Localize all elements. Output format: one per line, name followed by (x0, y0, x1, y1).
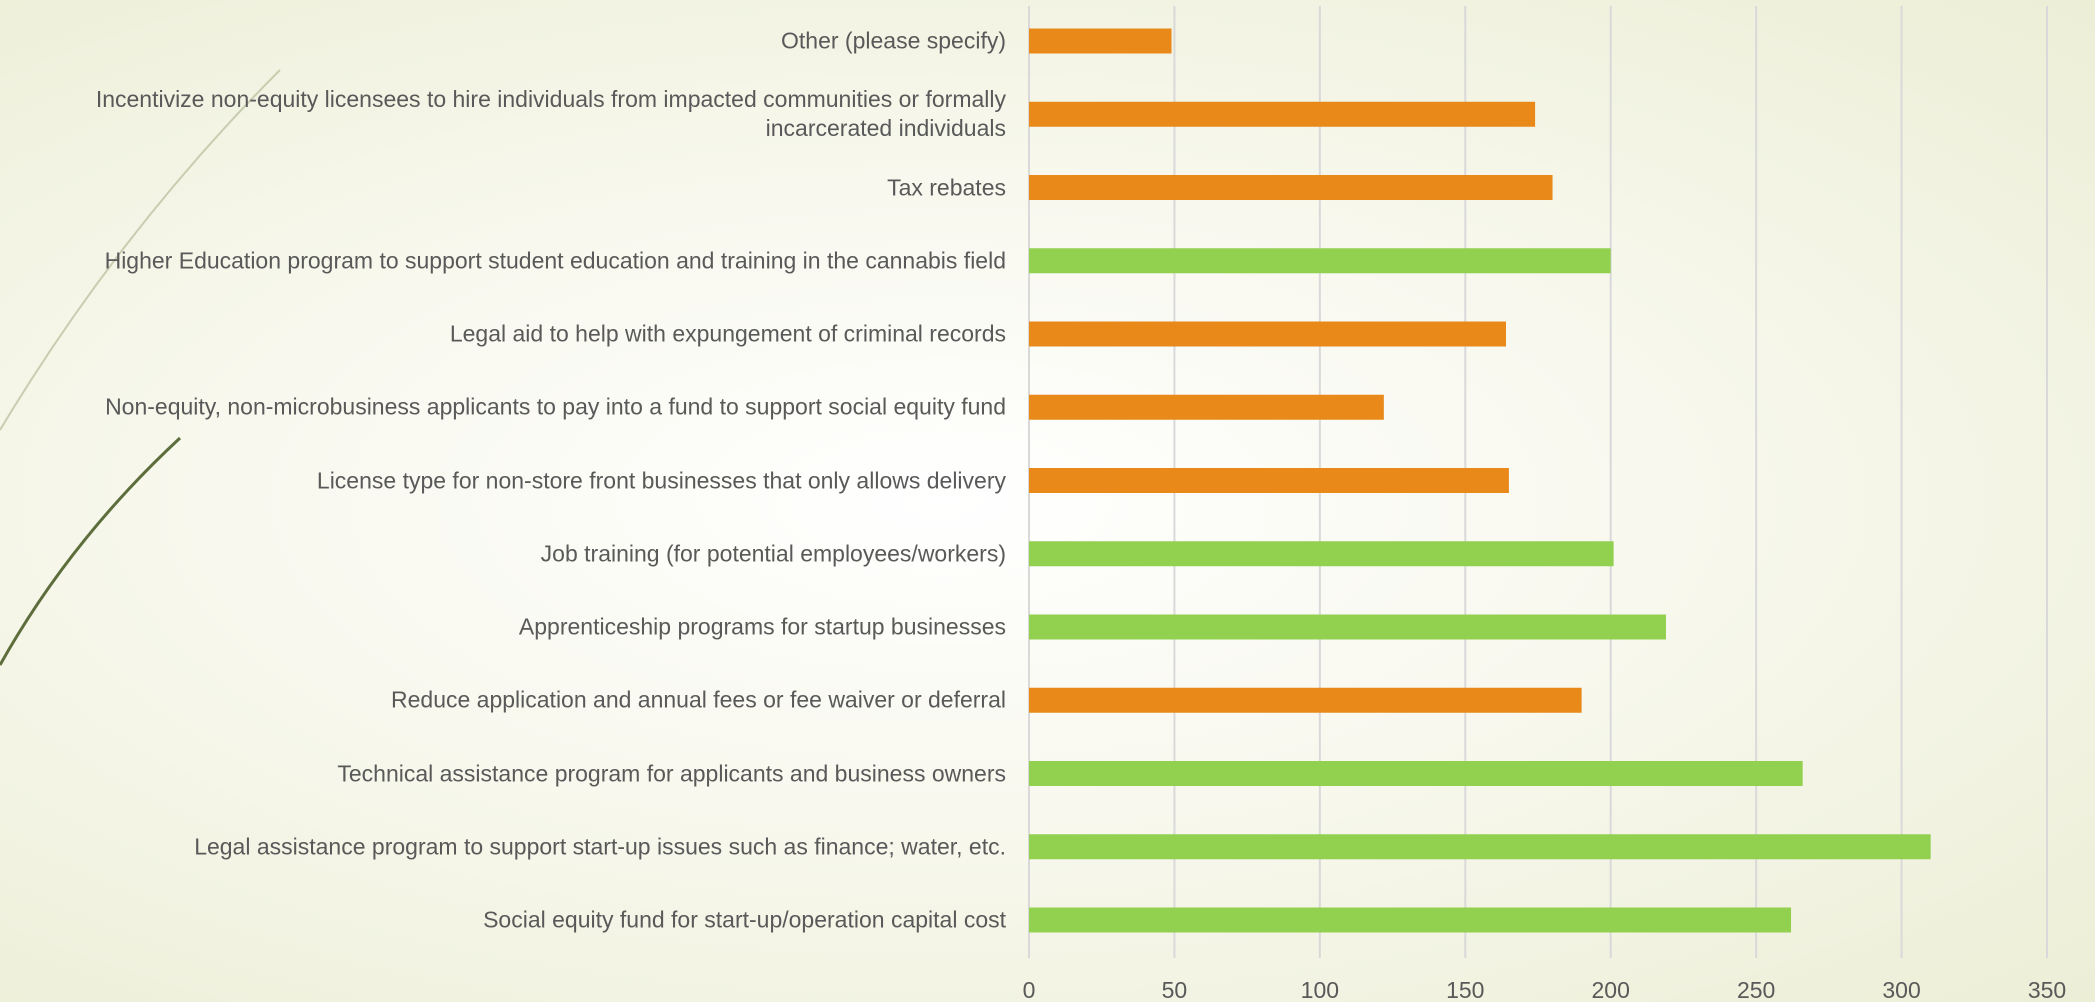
bar (1029, 614, 1666, 640)
bar (1029, 101, 1536, 127)
bar (1029, 761, 1803, 786)
category-label: Higher Education program to support stud… (104, 247, 1006, 274)
x-tick-label: 250 (1737, 977, 1775, 1002)
category-label: Reduce application and annual fees or fe… (391, 686, 1006, 713)
category-label: License type for non-store front busines… (316, 467, 1006, 493)
bar (1029, 687, 1582, 713)
category-label: Technical assistance program for applica… (337, 760, 1006, 786)
category-label: Legal assistance program to support star… (194, 833, 1006, 860)
decor-curve (0, 69, 281, 431)
x-tick-label: 0 (1023, 977, 1036, 1002)
bar (1029, 468, 1509, 493)
bar (1029, 907, 1792, 933)
x-tick-label: 150 (1446, 977, 1484, 1002)
category-label: Incentivize non-equity licensees to hire… (95, 86, 1006, 142)
category-label: Non-equity, non-microbusiness applicants… (105, 393, 1006, 420)
x-tick-label: 100 (1301, 977, 1339, 1002)
category-label: Social equity fund for start-up/operatio… (483, 906, 1006, 933)
x-tick-label: 50 (1162, 977, 1188, 1002)
bar (1029, 28, 1172, 54)
x-tick-label: 350 (2028, 977, 2066, 1002)
bar (1029, 541, 1614, 567)
bar (1029, 834, 1931, 860)
category-label: Apprenticeship programs for startup busi… (518, 613, 1006, 640)
decor-curve (0, 436, 182, 666)
x-tick-label: 200 (1592, 977, 1630, 1002)
category-label: Tax rebates (887, 174, 1006, 200)
bar (1029, 175, 1553, 200)
bar (1029, 321, 1507, 347)
category-label: Other (please specify) (781, 27, 1006, 54)
category-label: Legal aid to help with expungement of cr… (449, 320, 1006, 347)
category-label: Job training (for potential employees/wo… (540, 540, 1006, 567)
bar (1029, 394, 1384, 420)
bar (1029, 248, 1611, 274)
x-tick-label: 300 (1882, 977, 1920, 1002)
